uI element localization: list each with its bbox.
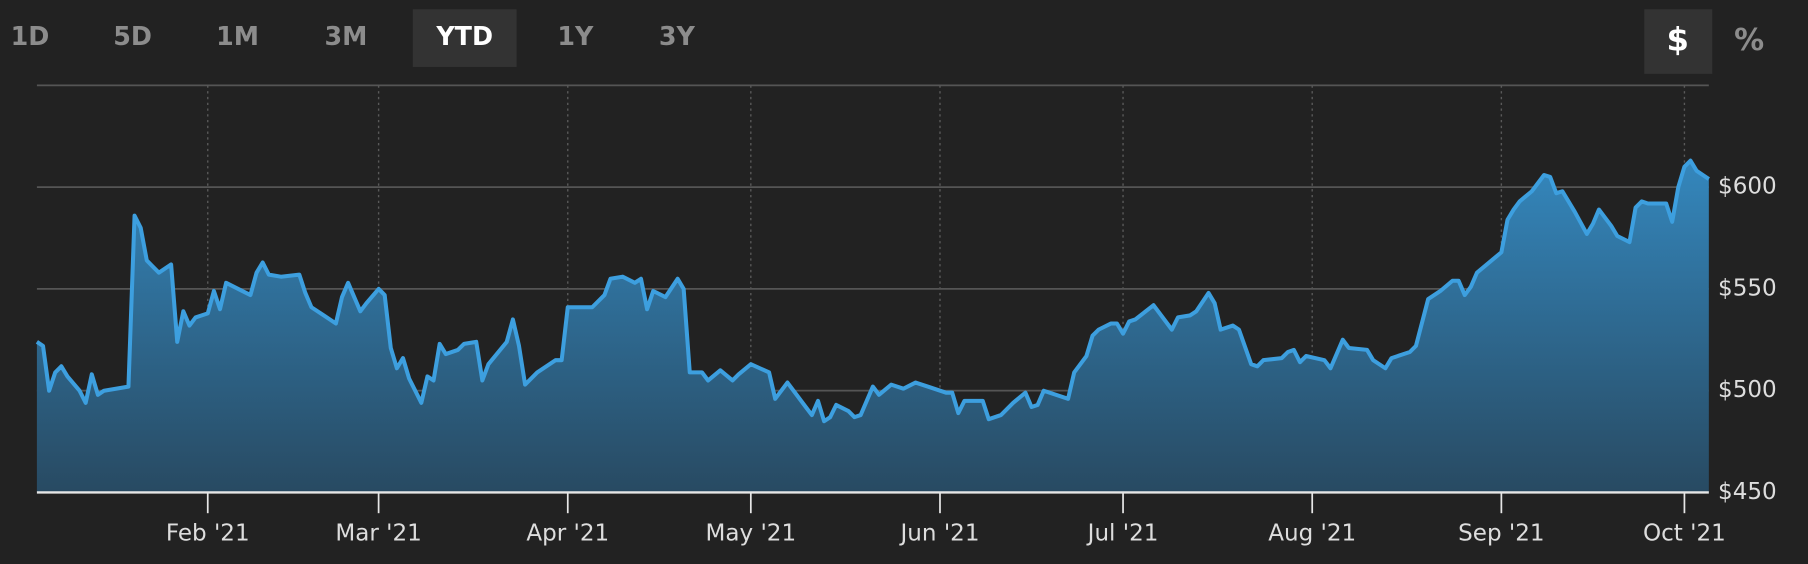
price-line: [35, 158, 1710, 424]
x-tick-label: May '21: [706, 520, 797, 546]
range-button[interactable]: 1Y: [557, 21, 594, 51]
range-button[interactable]: 5D: [113, 21, 152, 51]
range-button[interactable]: 1D: [11, 21, 50, 51]
range-button[interactable]: 3Y: [659, 21, 696, 51]
x-tick-label: Feb '21: [166, 520, 250, 546]
x-tick-label: Jun '21: [898, 520, 979, 546]
range-button[interactable]: 1M: [216, 21, 259, 51]
x-tick-label: Aug '21: [1268, 520, 1356, 546]
range-button-active-bg: [412, 9, 517, 67]
x-tick-label: Jul '21: [1086, 520, 1159, 546]
y-tick-label: $450: [1718, 479, 1777, 505]
x-tick-label: Oct '21: [1643, 520, 1726, 546]
unit-button[interactable]: $: [1666, 21, 1688, 59]
y-tick-label: $600: [1718, 174, 1777, 200]
price-area: [36, 160, 1709, 493]
x-tick-label: Mar '21: [335, 520, 421, 546]
range-button[interactable]: 3M: [324, 21, 367, 51]
range-button[interactable]: YTD: [435, 21, 493, 51]
x-tick-label: Apr '21: [526, 520, 609, 546]
unit-button[interactable]: %: [1734, 23, 1764, 58]
unit-button-active-bg: [1644, 9, 1713, 74]
y-tick-label: $550: [1718, 275, 1777, 301]
x-tick-label: Sep '21: [1458, 520, 1544, 546]
y-tick-label: $500: [1718, 377, 1777, 403]
